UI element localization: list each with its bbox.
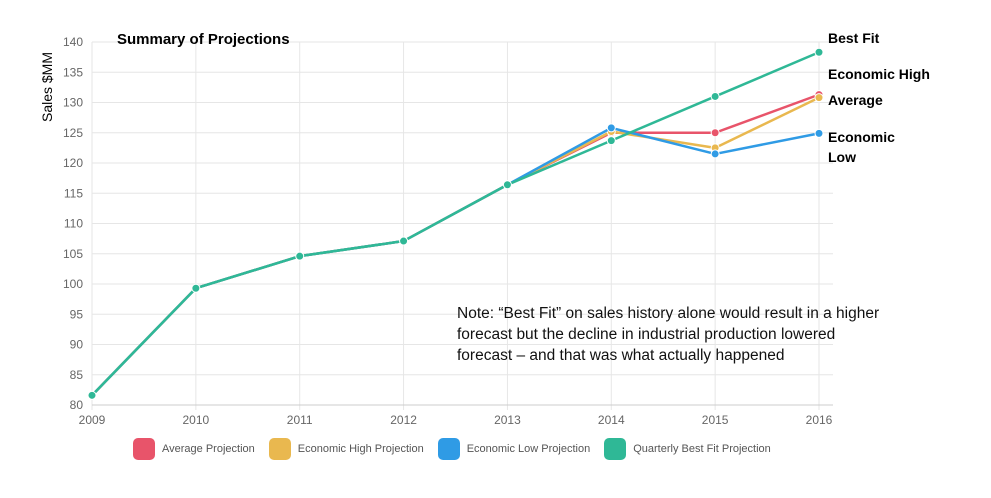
note-line: forecast but the decline in industrial p…	[457, 326, 836, 343]
data-point[interactable]	[814, 93, 824, 103]
legend-item-average[interactable]: Average Projection	[133, 438, 255, 460]
series-quarterly-best-fit-projection	[87, 47, 824, 400]
end-label-low: Low	[828, 149, 856, 165]
data-point[interactable]	[814, 47, 824, 57]
data-point[interactable]	[191, 283, 201, 293]
legend-item-economic-high[interactable]: Economic High Projection	[268, 438, 424, 460]
note-line: forecast – and that was what actually ha…	[457, 347, 785, 364]
data-point[interactable]	[710, 128, 720, 138]
x-tick-label: 2009	[79, 413, 106, 427]
y-tick-label: 115	[64, 186, 83, 200]
end-label-best-fit: Best Fit	[828, 30, 880, 46]
data-point[interactable]	[710, 149, 720, 159]
x-tick-label: 2014	[598, 413, 625, 427]
data-point[interactable]	[606, 123, 616, 133]
legend-swatch	[133, 438, 155, 460]
grid	[91, 41, 833, 410]
x-tick-label: 2016	[806, 413, 833, 427]
legend-label: Average Projection	[162, 443, 255, 455]
legend-item-best-fit[interactable]: Quarterly Best Fit Projection	[604, 438, 771, 460]
y-tick-label: 120	[63, 156, 83, 170]
chart-title: Summary of Projections	[117, 31, 290, 48]
series	[87, 47, 824, 400]
data-point[interactable]	[399, 236, 409, 246]
y-tick-label: 105	[63, 247, 83, 261]
y-tick-label: 125	[63, 126, 83, 140]
y-tick-label: 130	[63, 96, 83, 110]
legend-label: Economic High Projection	[297, 443, 424, 455]
y-tick-label: 80	[70, 398, 84, 412]
legend-swatch	[437, 438, 460, 460]
y-tick-label: 90	[70, 338, 84, 352]
data-point[interactable]	[87, 390, 97, 400]
end-label-economic: Economic	[828, 129, 895, 145]
y-tick-label: 95	[70, 307, 84, 321]
data-point[interactable]	[295, 251, 305, 261]
x-tick-label: 2010	[183, 413, 210, 427]
data-point[interactable]	[502, 180, 512, 190]
legend: Average Projection Economic High Project…	[133, 438, 785, 460]
legend-label: Quarterly Best Fit Projection	[633, 443, 771, 455]
legend-item-economic-low[interactable]: Economic Low Projection	[437, 438, 591, 460]
data-point[interactable]	[606, 136, 616, 146]
y-tick-label: 85	[70, 368, 84, 382]
x-tick-label: 2015	[702, 413, 729, 427]
x-tick-label: 2013	[494, 413, 521, 427]
y-tick-label: 100	[63, 277, 83, 291]
note-line: Note: “Best Fit” on sales history alone …	[457, 305, 880, 322]
legend-swatch	[268, 438, 291, 460]
x-tick-label: 2012	[390, 413, 417, 427]
end-label-average: Average	[828, 92, 883, 108]
y-axis-label: Sales $MM	[39, 52, 55, 122]
y-tick-label: 140	[63, 35, 83, 49]
legend-swatch	[604, 438, 627, 460]
legend-label: Economic Low Projection	[466, 443, 591, 455]
y-tick-label: 135	[63, 65, 83, 79]
series-line	[91, 51, 820, 397]
annotation-note: Note: “Best Fit” on sales history alone …	[457, 303, 947, 366]
axes: 80 85 90 95 100 105 110 115 120 125 130 135 140 2009 2…	[63, 35, 833, 427]
end-label-economic-high: Economic High	[828, 66, 930, 82]
data-point[interactable]	[710, 91, 720, 101]
x-tick-label: 2011	[287, 413, 313, 427]
data-point[interactable]	[814, 128, 824, 138]
y-tick-label: 110	[64, 217, 83, 231]
